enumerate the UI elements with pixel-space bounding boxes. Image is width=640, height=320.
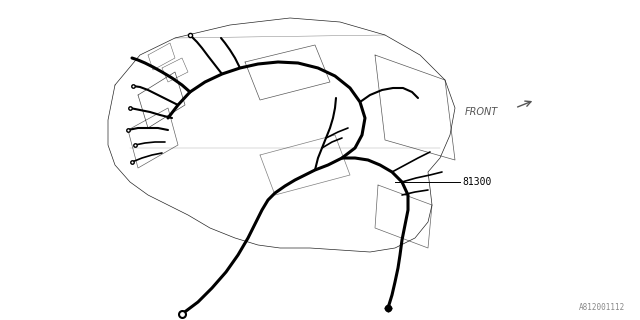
Text: A812001112: A812001112 <box>579 303 625 312</box>
Text: 81300: 81300 <box>462 177 492 187</box>
Text: FRONT: FRONT <box>465 107 498 117</box>
